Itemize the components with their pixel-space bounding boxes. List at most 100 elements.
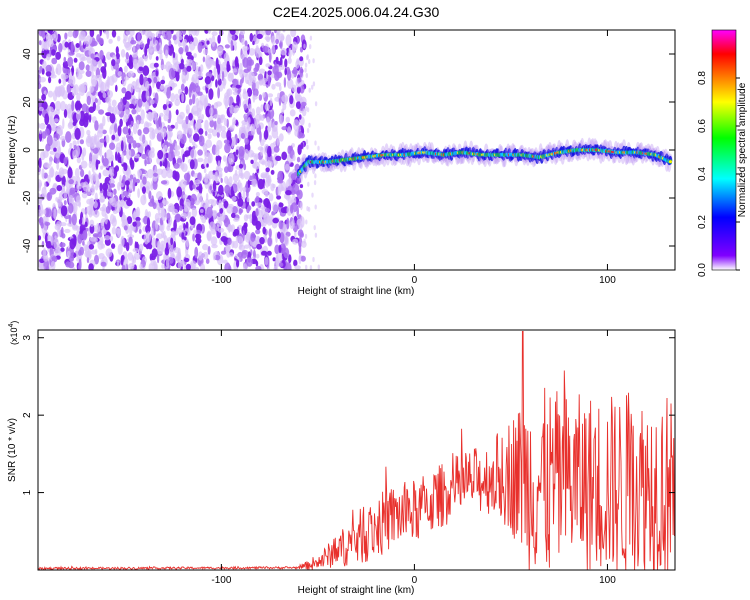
noise-speck (91, 155, 98, 161)
noise-speck (311, 84, 314, 90)
noise-speck (306, 55, 309, 61)
noise-speck (187, 211, 190, 219)
noise-speck (268, 135, 273, 141)
noise-speck (135, 216, 141, 222)
noise-speck (94, 98, 98, 103)
noise-speck (278, 220, 283, 230)
noise-speck (126, 135, 134, 144)
noise-speck (312, 58, 315, 64)
noise-speck (290, 30, 297, 38)
noise-speck (129, 174, 134, 180)
noise-speck (255, 113, 261, 122)
noise-speck (231, 212, 236, 219)
noise-speck (86, 55, 92, 64)
noise-speck (287, 126, 292, 135)
noise-speck (105, 134, 110, 144)
noise-speck (220, 130, 228, 139)
noise-speck (105, 248, 113, 258)
noise-speck (223, 52, 229, 64)
noise-speck (242, 45, 249, 51)
noise-speck (64, 32, 68, 40)
noise-speck (49, 187, 57, 195)
noise-speck (39, 203, 44, 215)
noise-speck (252, 40, 255, 46)
spectrogram-x-label: Height of straight line (km) (298, 286, 415, 297)
noise-speck (82, 240, 85, 246)
noise-speck (63, 191, 68, 199)
noise-speck (62, 118, 65, 129)
noise-speck (217, 34, 221, 44)
noise-speck (184, 206, 188, 213)
noise-speck (98, 172, 102, 180)
noise-speck (268, 48, 273, 55)
noise-speck (207, 30, 211, 34)
noise-speck (58, 146, 62, 155)
noise-speck (87, 133, 91, 139)
noise-speck (114, 200, 122, 213)
noise-speck (138, 57, 144, 67)
noise-speck (77, 139, 80, 145)
noise-speck (196, 186, 203, 191)
noise-speck (88, 170, 91, 180)
noise-speck (223, 139, 230, 144)
noise-speck (224, 175, 229, 184)
noise-speck (44, 221, 51, 226)
noise-speck (117, 35, 121, 42)
noise-speck (293, 259, 298, 267)
noise-speck (117, 101, 124, 112)
noise-speck (121, 264, 126, 270)
noise-speck (47, 30, 54, 34)
noise-speck (178, 225, 183, 230)
noise-speck (246, 257, 253, 267)
noise-speck (197, 192, 203, 203)
noise-speck (46, 134, 53, 147)
noise-speck (246, 187, 249, 199)
noise-speck (210, 236, 218, 246)
noise-speck (181, 92, 185, 103)
noise-speck (238, 168, 243, 177)
noise-speck (146, 231, 152, 243)
noise-speck (127, 234, 135, 239)
noise-speck (279, 243, 286, 254)
noise-speck (42, 60, 47, 69)
noise-speck (265, 176, 270, 188)
noise-speck (144, 159, 147, 167)
noise-speck (291, 218, 295, 229)
noise-speck (261, 160, 266, 166)
noise-speck (53, 30, 59, 42)
noise-speck (181, 232, 185, 240)
noise-speck (299, 133, 305, 139)
noise-speck (146, 217, 151, 229)
noise-speck (171, 230, 176, 238)
noise-speck (268, 228, 272, 238)
colorbar-tick-label: 0.8 (697, 71, 708, 85)
noise-speck (247, 81, 253, 86)
noise-speck (191, 37, 194, 42)
noise-speck (174, 93, 179, 101)
noise-speck (295, 94, 303, 102)
noise-speck (283, 235, 290, 247)
noise-speck (84, 221, 88, 228)
noise-speck (273, 265, 279, 270)
noise-speck (278, 244, 282, 254)
noise-speck (242, 57, 249, 68)
noise-speck (140, 119, 145, 125)
noise-speck (74, 101, 80, 111)
noise-speck (186, 178, 190, 185)
noise-speck (204, 94, 208, 107)
noise-speck (122, 190, 129, 197)
noise-speck (217, 114, 223, 125)
noise-speck (99, 138, 105, 143)
noise-speck (94, 192, 98, 203)
noise-speck (155, 56, 159, 61)
noise-speck (78, 34, 85, 42)
noise-speck (158, 126, 162, 134)
noise-speck (43, 162, 50, 168)
noise-speck (137, 169, 143, 177)
noise-speck (109, 142, 116, 150)
noise-speck (179, 62, 185, 70)
noise-speck (132, 45, 136, 53)
spectrogram-cells (38, 30, 673, 270)
noise-speck (263, 129, 269, 140)
noise-speck (267, 145, 272, 158)
